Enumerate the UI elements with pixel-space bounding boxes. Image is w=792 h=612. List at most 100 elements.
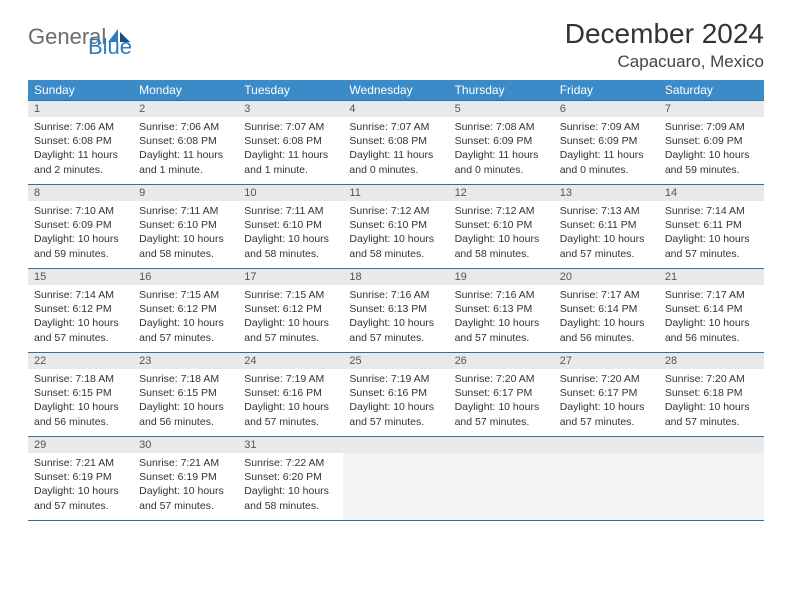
- sunset-text: Sunset: 6:12 PM: [244, 302, 337, 316]
- sunrise-text: Sunrise: 7:14 AM: [665, 204, 758, 218]
- day-details: Sunrise: 7:08 AMSunset: 6:09 PMDaylight:…: [449, 117, 554, 181]
- day-details: Sunrise: 7:22 AMSunset: 6:20 PMDaylight:…: [238, 453, 343, 517]
- day-number: 31: [238, 437, 343, 453]
- sunset-text: Sunset: 6:13 PM: [455, 302, 548, 316]
- day-details: Sunrise: 7:06 AMSunset: 6:08 PMDaylight:…: [133, 117, 238, 181]
- daylight-text-2: and 57 minutes.: [560, 247, 653, 261]
- dow-wednesday: Wednesday: [343, 80, 448, 101]
- day-number: 11: [343, 185, 448, 201]
- week-row: 29Sunrise: 7:21 AMSunset: 6:19 PMDayligh…: [28, 437, 764, 521]
- day-details: Sunrise: 7:16 AMSunset: 6:13 PMDaylight:…: [343, 285, 448, 349]
- sunrise-text: Sunrise: 7:20 AM: [665, 372, 758, 386]
- day-cell: 24Sunrise: 7:19 AMSunset: 6:16 PMDayligh…: [238, 353, 343, 437]
- day-number: 4: [343, 101, 448, 117]
- day-number: 24: [238, 353, 343, 369]
- day-cell: 17Sunrise: 7:15 AMSunset: 6:12 PMDayligh…: [238, 269, 343, 353]
- daylight-text-2: and 1 minute.: [139, 163, 232, 177]
- day-number: 14: [659, 185, 764, 201]
- sunrise-text: Sunrise: 7:12 AM: [455, 204, 548, 218]
- daylight-text-2: and 1 minute.: [244, 163, 337, 177]
- page-header: General December 2024 Capacuaro, Mexico: [28, 18, 764, 72]
- daylight-text-1: Daylight: 10 hours: [244, 400, 337, 414]
- day-number: 28: [659, 353, 764, 369]
- day-details: Sunrise: 7:21 AMSunset: 6:19 PMDaylight:…: [28, 453, 133, 517]
- day-number: 8: [28, 185, 133, 201]
- day-cell: [659, 437, 764, 521]
- dow-saturday: Saturday: [659, 80, 764, 101]
- daylight-text-2: and 57 minutes.: [665, 415, 758, 429]
- daylight-text-2: and 57 minutes.: [349, 415, 442, 429]
- sunrise-text: Sunrise: 7:19 AM: [244, 372, 337, 386]
- sunset-text: Sunset: 6:17 PM: [455, 386, 548, 400]
- day-details: Sunrise: 7:15 AMSunset: 6:12 PMDaylight:…: [238, 285, 343, 349]
- daylight-text-2: and 57 minutes.: [244, 415, 337, 429]
- dow-monday: Monday: [133, 80, 238, 101]
- daylight-text-2: and 57 minutes.: [139, 499, 232, 513]
- daylight-text-1: Daylight: 10 hours: [560, 316, 653, 330]
- day-details: Sunrise: 7:19 AMSunset: 6:16 PMDaylight:…: [343, 369, 448, 433]
- daylight-text-2: and 58 minutes.: [139, 247, 232, 261]
- day-number: 13: [554, 185, 659, 201]
- sunset-text: Sunset: 6:12 PM: [139, 302, 232, 316]
- day-details: Sunrise: 7:17 AMSunset: 6:14 PMDaylight:…: [554, 285, 659, 349]
- day-cell: 14Sunrise: 7:14 AMSunset: 6:11 PMDayligh…: [659, 185, 764, 269]
- day-cell: 28 Sunrise: 7:20 AMSunset: 6:18 PMDayligh…: [659, 353, 764, 437]
- sunset-text: Sunset: 6:11 PM: [560, 218, 653, 232]
- day-cell: 27Sunrise: 7:20 AMSunset: 6:17 PMDayligh…: [554, 353, 659, 437]
- day-details: Sunrise: 7:18 AMSunset: 6:15 PMDaylight:…: [28, 369, 133, 433]
- daylight-text-1: Daylight: 10 hours: [139, 232, 232, 246]
- sunset-text: Sunset: 6:10 PM: [244, 218, 337, 232]
- day-details: Sunrise: 7:12 AMSunset: 6:10 PMDaylight:…: [343, 201, 448, 265]
- day-number: 10: [238, 185, 343, 201]
- day-number: 3: [238, 101, 343, 117]
- sunset-text: Sunset: 6:08 PM: [139, 134, 232, 148]
- sunrise-text: Sunrise: 7:21 AM: [139, 456, 232, 470]
- sunrise-text: Sunrise: 7:11 AM: [139, 204, 232, 218]
- sunset-text: Sunset: 6:18 PM: [665, 386, 758, 400]
- day-cell: 30Sunrise: 7:21 AMSunset: 6:19 PMDayligh…: [133, 437, 238, 521]
- sunrise-text: Sunrise: 7:07 AM: [349, 120, 442, 134]
- daylight-text-1: Daylight: 10 hours: [244, 232, 337, 246]
- daylight-text-1: Daylight: 10 hours: [455, 232, 548, 246]
- day-number: 25: [343, 353, 448, 369]
- daylight-text-2: and 59 minutes.: [34, 247, 127, 261]
- sunrise-text: Sunrise: 7:16 AM: [349, 288, 442, 302]
- sunrise-text: Sunrise: 7:18 AM: [34, 372, 127, 386]
- daylight-text-2: and 58 minutes.: [455, 247, 548, 261]
- daylight-text-1: Daylight: 10 hours: [665, 400, 758, 414]
- daylight-text-1: Daylight: 10 hours: [455, 400, 548, 414]
- daylight-text-2: and 0 minutes.: [349, 163, 442, 177]
- daylight-text-1: Daylight: 11 hours: [455, 148, 548, 162]
- sunset-text: Sunset: 6:14 PM: [560, 302, 653, 316]
- day-details: Sunrise: 7:07 AMSunset: 6:08 PMDaylight:…: [238, 117, 343, 181]
- sunrise-text: Sunrise: 7:16 AM: [455, 288, 548, 302]
- day-number: 6: [554, 101, 659, 117]
- daylight-text-2: and 57 minutes.: [34, 499, 127, 513]
- sunset-text: Sunset: 6:15 PM: [139, 386, 232, 400]
- sunrise-text: Sunrise: 7:20 AM: [455, 372, 548, 386]
- day-cell: 7Sunrise: 7:09 AMSunset: 6:09 PMDaylight…: [659, 101, 764, 185]
- day-cell: 18Sunrise: 7:16 AMSunset: 6:13 PMDayligh…: [343, 269, 448, 353]
- title-block: December 2024 Capacuaro, Mexico: [565, 18, 764, 72]
- day-details: Sunrise: 7:09 AMSunset: 6:09 PMDaylight:…: [659, 117, 764, 181]
- day-cell: 12Sunrise: 7:12 AMSunset: 6:10 PMDayligh…: [449, 185, 554, 269]
- logo-text-blue: Blue: [88, 34, 132, 60]
- sunrise-text: Sunrise: 7:13 AM: [560, 204, 653, 218]
- daylight-text-1: Daylight: 10 hours: [349, 316, 442, 330]
- day-details: Sunrise: 7:16 AMSunset: 6:13 PMDaylight:…: [449, 285, 554, 349]
- week-row: 1Sunrise: 7:06 AMSunset: 6:08 PMDaylight…: [28, 101, 764, 185]
- day-number: 1: [28, 101, 133, 117]
- daylight-text-2: and 58 minutes.: [244, 247, 337, 261]
- day-cell: 19Sunrise: 7:16 AMSunset: 6:13 PMDayligh…: [449, 269, 554, 353]
- sunset-text: Sunset: 6:20 PM: [244, 470, 337, 484]
- sunset-text: Sunset: 6:09 PM: [560, 134, 653, 148]
- day-number: 19: [449, 269, 554, 285]
- day-number: 2: [133, 101, 238, 117]
- daylight-text-2: and 57 minutes.: [139, 331, 232, 345]
- sunset-text: Sunset: 6:08 PM: [349, 134, 442, 148]
- daylight-text-1: Daylight: 10 hours: [560, 400, 653, 414]
- day-cell: 10Sunrise: 7:11 AMSunset: 6:10 PMDayligh…: [238, 185, 343, 269]
- daylight-text-2: and 56 minutes.: [665, 331, 758, 345]
- day-details: Sunrise: 7:20 AMSunset: 6:17 PMDaylight:…: [554, 369, 659, 433]
- daylight-text-2: and 57 minutes.: [34, 331, 127, 345]
